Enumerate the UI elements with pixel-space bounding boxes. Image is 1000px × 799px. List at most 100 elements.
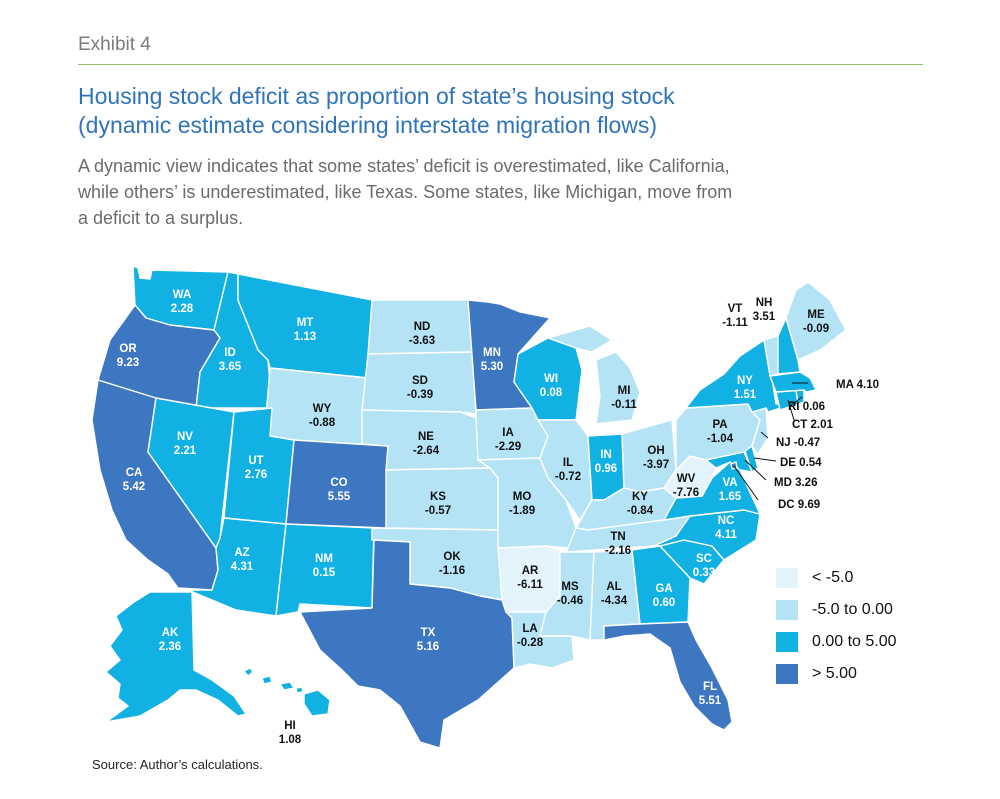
state-label-ca: CA 5.42 xyxy=(123,467,145,493)
state-label-nm: NM 0.15 xyxy=(313,553,336,579)
state-value: 9.23 xyxy=(117,357,139,369)
state-abbr: MS xyxy=(561,581,579,593)
page-title: Housing stock deficit as proportion of s… xyxy=(78,82,938,140)
state-abbr: WA xyxy=(173,289,192,301)
state-abbr: GA xyxy=(655,583,672,595)
state-abbr: UT xyxy=(248,455,263,467)
state-abbr: CO xyxy=(330,477,347,489)
state-value: 1.08 xyxy=(279,734,302,746)
state-abbr: NH xyxy=(756,297,773,309)
header-divider xyxy=(78,64,923,65)
state-abbr: TN xyxy=(610,531,625,543)
state-value: -1.11 xyxy=(722,317,748,329)
state-label-ct: CT 2.01 xyxy=(792,419,834,431)
state-value: -7.76 xyxy=(673,487,699,499)
legend-item-neg5-to-0: -5.0 to 0.00 xyxy=(776,594,897,626)
subtitle-line-2: while others’ is underestimated, like Te… xyxy=(78,182,733,202)
state-abbr: CA xyxy=(126,467,143,479)
state-label-co: CO 5.55 xyxy=(328,477,351,503)
state-label-il: IL -0.72 xyxy=(555,457,581,483)
state-abbr: IN xyxy=(600,449,612,461)
legend-swatch xyxy=(776,568,798,588)
state-abbr: MT xyxy=(297,317,314,329)
state-value: -2.29 xyxy=(495,441,521,453)
state-value: -3.63 xyxy=(409,335,435,347)
state-value: 4.31 xyxy=(231,561,254,573)
state-abbr: HI xyxy=(284,720,296,732)
state-label-ma: MA 4.10 xyxy=(836,379,879,391)
state-value: -0.39 xyxy=(407,389,433,401)
state-abbr: IA xyxy=(502,427,514,439)
state-value: -1.16 xyxy=(439,565,465,577)
state-label-sd: SD -0.39 xyxy=(407,375,433,401)
state-mi xyxy=(547,325,641,425)
state-value: 0.15 xyxy=(313,567,336,579)
state-label-la: LA -0.28 xyxy=(517,623,544,649)
state-value: -6.11 xyxy=(517,579,543,591)
state-value: -2.64 xyxy=(413,445,440,457)
state-abbr: NC xyxy=(718,515,735,527)
state-label-vt: VT -1.11 xyxy=(722,303,748,329)
state-label-de: DE 0.54 xyxy=(780,457,822,469)
state-abbr: SC xyxy=(696,553,712,565)
state-label-ri: RI 0.06 xyxy=(788,401,825,413)
state-label-ar: AR -6.11 xyxy=(517,565,543,591)
state-abbr: ID xyxy=(224,347,236,359)
state-value: 0.33 xyxy=(693,567,715,579)
state-tx xyxy=(299,539,515,749)
state-abbr: MO xyxy=(513,491,532,503)
state-label-nd: ND -3.63 xyxy=(409,321,435,347)
state-label-me: ME -0.09 xyxy=(803,309,829,335)
state-label-md: MD 3.26 xyxy=(774,477,817,489)
state-me xyxy=(785,281,847,361)
state-label-wy: WY -0.88 xyxy=(309,403,336,429)
state-label-mo: MO -1.89 xyxy=(509,491,535,517)
map-legend: < -5.0 -5.0 to 0.00 0.00 to 5.00 > 5.00 xyxy=(776,562,897,690)
state-value: 5.55 xyxy=(328,491,351,503)
state-ak xyxy=(105,591,247,723)
state-fl xyxy=(603,621,733,731)
state-label-id: ID 3.65 xyxy=(219,347,242,373)
legend-swatch xyxy=(776,664,798,684)
legend-swatch xyxy=(776,600,798,620)
state-abbr: WY xyxy=(313,403,332,415)
state-abbr: WV xyxy=(677,473,696,485)
state-dc xyxy=(730,461,738,470)
state-abbr: SD xyxy=(412,375,428,387)
state-value: -1.89 xyxy=(509,505,535,517)
state-abbr: FL xyxy=(703,681,717,693)
state-label-dc: DC 9.69 xyxy=(778,499,820,511)
state-abbr: NM xyxy=(315,553,333,565)
state-nc xyxy=(653,509,761,561)
state-label-oh: OH -3.97 xyxy=(643,445,669,471)
state-label-sc: SC 0.33 xyxy=(693,553,715,579)
state-value: 2.21 xyxy=(174,445,197,457)
state-abbr: MN xyxy=(483,347,501,359)
state-abbr: NY xyxy=(737,375,753,387)
state-label-wi: WI 0.08 xyxy=(540,373,563,399)
state-value: 3.51 xyxy=(753,311,776,323)
source-note: Source: Author’s calculations. xyxy=(92,757,263,772)
state-value: 0.60 xyxy=(653,597,675,609)
legend-item-0-to-5: 0.00 to 5.00 xyxy=(776,626,897,658)
state-value: 0.96 xyxy=(595,463,617,475)
state-label-mi: MI -0.11 xyxy=(611,385,637,411)
state-il xyxy=(537,419,593,521)
state-abbr: VA xyxy=(722,477,737,489)
state-label-ia: IA -2.29 xyxy=(495,427,521,453)
state-label-ak: AK 2.36 xyxy=(159,627,181,653)
state-label-in: IN 0.96 xyxy=(595,449,617,475)
state-label-nh: NH 3.51 xyxy=(753,297,776,323)
state-label-ky: KY -0.84 xyxy=(627,491,654,517)
state-abbr: KS xyxy=(430,491,446,503)
state-value: -3.97 xyxy=(643,459,669,471)
state-hi xyxy=(243,667,331,717)
state-value: 0.08 xyxy=(540,387,563,399)
state-label-va: VA 1.65 xyxy=(719,477,742,503)
state-value: -0.88 xyxy=(309,417,336,429)
state-abbr: VT xyxy=(728,303,743,315)
state-abbr: WI xyxy=(544,373,558,385)
legend-item-gt-5: > 5.00 xyxy=(776,658,897,690)
state-abbr: AK xyxy=(162,627,179,639)
legend-item-lt-neg5: < -5.0 xyxy=(776,562,897,594)
